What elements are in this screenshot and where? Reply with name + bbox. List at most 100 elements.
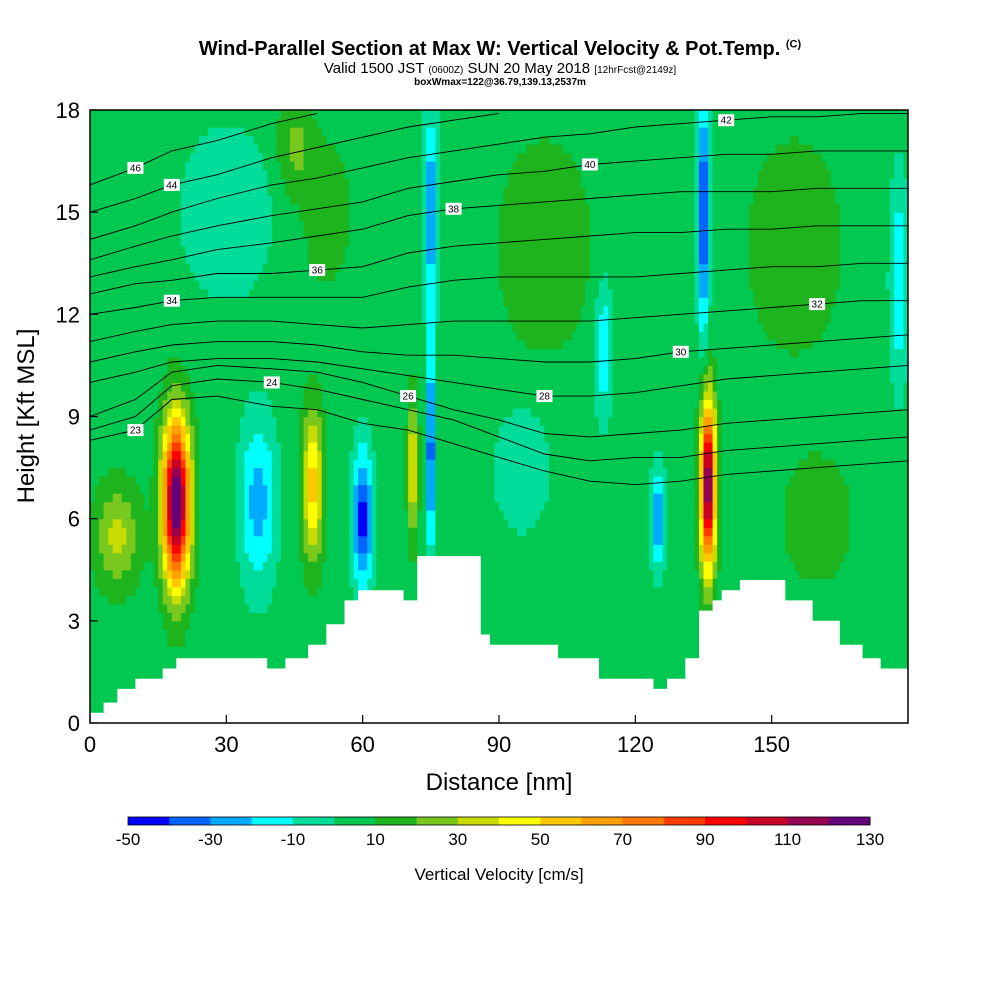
field-cell	[608, 646, 614, 656]
field-cell	[135, 527, 141, 537]
field-cell	[449, 544, 455, 554]
field-cell	[853, 629, 859, 639]
field-cell	[439, 484, 446, 494]
field-cell	[171, 501, 177, 511]
field-cell	[426, 501, 432, 511]
field-cell	[576, 544, 582, 554]
field-cell	[367, 552, 373, 562]
field-cell	[603, 663, 609, 673]
field-cell	[167, 654, 173, 664]
field-cell	[130, 518, 137, 528]
field-cell	[862, 501, 868, 511]
field-cell	[621, 552, 627, 562]
field-cell	[685, 493, 691, 503]
field-cell	[567, 629, 573, 639]
field-cell	[149, 535, 155, 545]
field-cell	[717, 527, 723, 537]
field-cell	[717, 578, 723, 588]
field-cell	[171, 620, 177, 630]
field-cell	[535, 620, 541, 630]
field-cell	[499, 612, 505, 622]
field-cell	[149, 620, 155, 630]
field-cell	[608, 493, 614, 503]
field-cell	[626, 510, 632, 520]
field-cell	[158, 586, 164, 596]
field-cell	[189, 620, 196, 630]
field-cell	[648, 646, 655, 656]
field-cell	[703, 569, 709, 579]
field-cell	[262, 510, 268, 520]
field-cell	[735, 510, 741, 520]
field-cell	[417, 484, 423, 494]
field-cell	[735, 518, 741, 528]
field-cell	[435, 518, 441, 528]
field-cell	[521, 569, 527, 579]
field-cell	[203, 578, 209, 588]
field-cell	[153, 484, 159, 494]
field-cell	[108, 603, 114, 613]
field-cell	[867, 535, 873, 545]
field-cell	[280, 620, 287, 630]
field-cell	[167, 637, 173, 647]
field-cell	[276, 620, 282, 630]
field-cell	[285, 510, 291, 520]
field-cell	[412, 586, 418, 596]
field-cell	[798, 586, 805, 596]
field-cell	[658, 510, 664, 520]
field-cell	[253, 518, 259, 528]
field-cell	[889, 552, 895, 562]
field-cell	[394, 535, 400, 545]
field-cell	[349, 484, 355, 494]
field-cell	[394, 569, 400, 579]
field-cell	[858, 637, 864, 647]
field-cell	[885, 654, 891, 664]
field-cell	[149, 629, 155, 639]
field-cell	[594, 552, 600, 562]
field-cell	[594, 518, 600, 528]
field-cell	[639, 586, 646, 596]
field-cell	[717, 510, 723, 520]
field-cell	[685, 527, 691, 537]
field-cell	[826, 603, 832, 613]
field-cell	[180, 501, 187, 511]
field-cell	[639, 671, 646, 682]
field-cell	[399, 552, 405, 562]
field-cell	[108, 518, 114, 528]
field-cell	[580, 527, 586, 537]
field-cell	[508, 527, 514, 537]
field-cell	[167, 510, 173, 520]
field-cell	[167, 527, 173, 537]
field-cell	[612, 595, 618, 605]
field-cell	[476, 510, 482, 520]
field-cell	[535, 603, 541, 613]
field-cell	[135, 637, 141, 647]
field-cell	[598, 646, 605, 656]
field-cell	[612, 561, 618, 571]
field-cell	[826, 527, 832, 537]
field-cell	[249, 629, 255, 639]
field-cell	[821, 569, 827, 579]
field-cell	[658, 629, 664, 639]
field-cell	[289, 518, 296, 528]
field-cell	[635, 552, 641, 562]
field-cell	[194, 569, 200, 579]
field-cell	[108, 646, 114, 656]
field-cell	[312, 595, 318, 605]
field-cell	[485, 501, 491, 511]
field-cell	[612, 510, 618, 520]
field-cell	[349, 527, 355, 537]
field-cell	[726, 569, 732, 579]
field-cell	[726, 493, 732, 503]
field-cell	[535, 552, 541, 562]
field-cell	[726, 527, 732, 537]
field-cell	[871, 561, 877, 571]
field-cell	[567, 552, 573, 562]
field-cell	[621, 510, 627, 520]
field-cell	[121, 484, 127, 494]
field-cell	[230, 595, 237, 605]
field-cell	[330, 612, 336, 622]
field-cell	[626, 527, 632, 537]
field-cell	[585, 493, 591, 503]
field-cell	[812, 603, 818, 613]
field-cell	[903, 586, 908, 596]
